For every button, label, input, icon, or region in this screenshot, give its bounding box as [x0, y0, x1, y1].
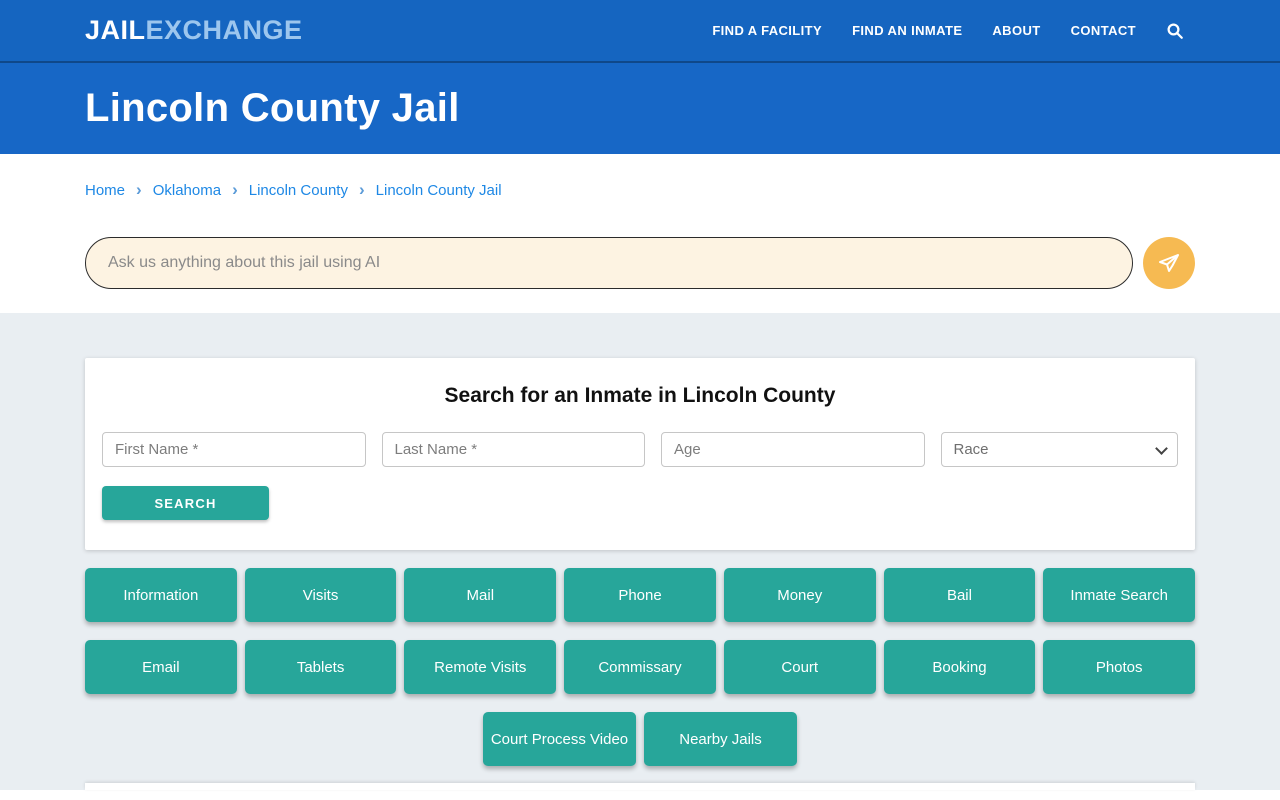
quick-links-row-3: Court Process Video Nearby Jails: [85, 712, 1195, 766]
quick-link-phone[interactable]: Phone: [564, 568, 716, 622]
breadcrumb-lincoln-county-jail[interactable]: Lincoln County Jail: [375, 182, 502, 199]
chevron-right-icon: ›: [232, 180, 238, 199]
quick-link-commissary[interactable]: Commissary: [564, 640, 716, 694]
inmate-search-card: Search for an Inmate in Lincoln County R…: [85, 358, 1195, 550]
search-icon[interactable]: [1166, 22, 1184, 40]
page-header: Lincoln County Jail: [0, 63, 1280, 154]
quick-link-visits[interactable]: Visits: [244, 568, 397, 622]
page-title: Lincoln County Jail: [85, 86, 460, 130]
brand-logo-exchange: EXCHANGE: [145, 15, 303, 45]
chevron-right-icon: ›: [136, 180, 142, 199]
race-select[interactable]: Race: [940, 432, 1178, 467]
quick-link-information[interactable]: Information: [85, 568, 237, 622]
quick-link-photos[interactable]: Photos: [1043, 640, 1196, 694]
breadcrumb-oklahoma[interactable]: Oklahoma: [152, 182, 222, 199]
brand-logo-jail: JAIL: [85, 15, 146, 45]
quick-links-row-2: Email Tablets Remote Visits Commissary C…: [85, 640, 1196, 694]
nav-links: FIND A FACILITY FIND AN INMATE ABOUT CON…: [712, 22, 1184, 40]
main-content: Search for an Inmate in Lincoln County R…: [0, 313, 1280, 790]
breadcrumb-ai-section: Home › Oklahoma › Lincoln County › Linco…: [0, 154, 1280, 313]
breadcrumb-home[interactable]: Home: [85, 182, 126, 199]
nav-item-about[interactable]: ABOUT: [992, 23, 1041, 38]
quick-link-tablets[interactable]: Tablets: [244, 640, 397, 694]
ai-ask-input[interactable]: [85, 237, 1133, 289]
quick-link-court-process-video[interactable]: Court Process Video: [483, 712, 636, 766]
quick-link-remote-visits[interactable]: Remote Visits: [404, 640, 557, 694]
nav-item-find-an-inmate[interactable]: FIND AN INMATE: [852, 23, 963, 38]
first-name-field[interactable]: [102, 432, 366, 467]
ai-ask-bar: [85, 237, 1195, 289]
ai-send-button[interactable]: [1143, 237, 1195, 289]
quick-link-email[interactable]: Email: [85, 640, 237, 694]
race-select-wrap: Race: [940, 432, 1178, 467]
breadcrumb-lincoln-county[interactable]: Lincoln County: [248, 182, 348, 199]
inmate-search-submit-button[interactable]: SEARCH: [102, 486, 269, 520]
nav-item-find-a-facility[interactable]: FIND A FACILITY: [712, 23, 823, 38]
next-card-top-edge: [85, 783, 1195, 790]
last-name-field[interactable]: [381, 432, 645, 467]
inmate-search-title: Search for an Inmate in Lincoln County: [444, 384, 836, 407]
quick-link-court[interactable]: Court: [723, 640, 876, 694]
top-navbar: JAILEXCHANGE FIND A FACILITY FIND AN INM…: [0, 0, 1280, 63]
chevron-right-icon: ›: [358, 180, 365, 199]
quick-link-bail[interactable]: Bail: [883, 568, 1036, 622]
nav-item-contact[interactable]: CONTACT: [1070, 23, 1136, 38]
paper-plane-icon: [1157, 251, 1181, 275]
quick-links-row-1: Information Visits Mail Phone Money Bail…: [85, 568, 1196, 622]
breadcrumb: Home › Oklahoma › Lincoln County › Linco…: [85, 180, 1195, 199]
quick-link-nearby-jails[interactable]: Nearby Jails: [644, 712, 797, 766]
quick-link-inmate-search[interactable]: Inmate Search: [1043, 568, 1196, 622]
quick-link-booking[interactable]: Booking: [883, 640, 1036, 694]
age-field[interactable]: [661, 432, 925, 467]
inmate-search-form: Race: [102, 432, 1178, 467]
brand-logo[interactable]: JAILEXCHANGE: [85, 15, 303, 46]
quick-link-mail[interactable]: Mail: [404, 568, 557, 622]
quick-link-money[interactable]: Money: [723, 568, 876, 622]
